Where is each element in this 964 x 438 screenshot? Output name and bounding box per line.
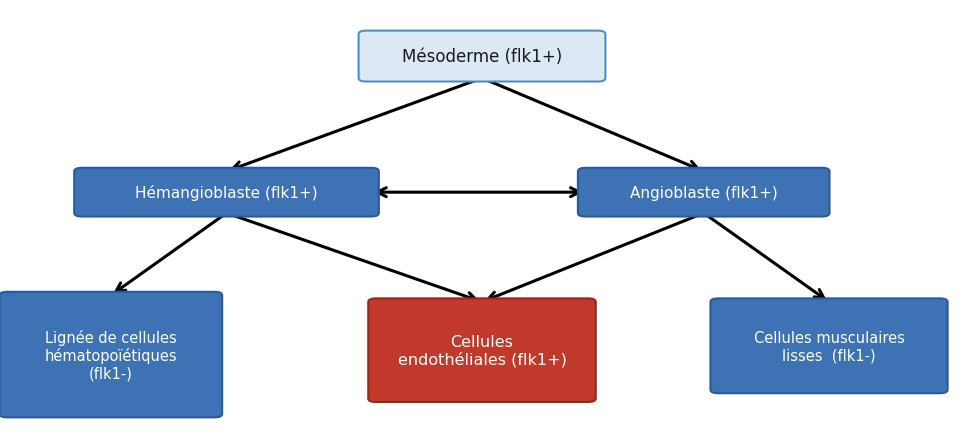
Text: Lignée de cellules
hématopoïétiques
(flk1-): Lignée de cellules hématopoïétiques (flk…	[44, 329, 177, 381]
FancyArrowPatch shape	[488, 215, 701, 301]
FancyArrowPatch shape	[706, 215, 824, 299]
FancyBboxPatch shape	[577, 168, 829, 217]
Text: Hémangioblaste (flk1+): Hémangioblaste (flk1+)	[135, 185, 318, 201]
FancyArrowPatch shape	[377, 188, 579, 197]
Text: Angioblaste (flk1+): Angioblaste (flk1+)	[629, 185, 778, 200]
Text: Cellules
endothéliales (flk1+): Cellules endothéliales (flk1+)	[397, 334, 567, 367]
FancyArrowPatch shape	[229, 215, 476, 301]
FancyBboxPatch shape	[0, 292, 222, 417]
FancyBboxPatch shape	[74, 168, 379, 217]
FancyArrowPatch shape	[116, 215, 225, 292]
FancyBboxPatch shape	[368, 299, 596, 402]
FancyBboxPatch shape	[710, 299, 948, 393]
FancyBboxPatch shape	[359, 32, 605, 82]
Text: Mésoderme (flk1+): Mésoderme (flk1+)	[402, 48, 562, 66]
FancyArrowPatch shape	[232, 80, 479, 171]
FancyArrowPatch shape	[485, 80, 698, 170]
Text: Cellules musculaires
lisses  (flk1-): Cellules musculaires lisses (flk1-)	[754, 330, 904, 362]
